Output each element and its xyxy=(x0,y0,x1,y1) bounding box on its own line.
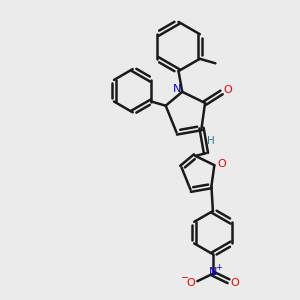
Text: O: O xyxy=(218,159,226,169)
Text: O: O xyxy=(186,278,195,288)
Text: +: + xyxy=(215,262,222,272)
Text: N: N xyxy=(173,84,181,94)
Text: H: H xyxy=(207,136,215,146)
Text: −: − xyxy=(181,273,189,283)
Text: O: O xyxy=(224,85,233,95)
Text: N: N xyxy=(209,267,217,277)
Text: O: O xyxy=(231,278,239,288)
